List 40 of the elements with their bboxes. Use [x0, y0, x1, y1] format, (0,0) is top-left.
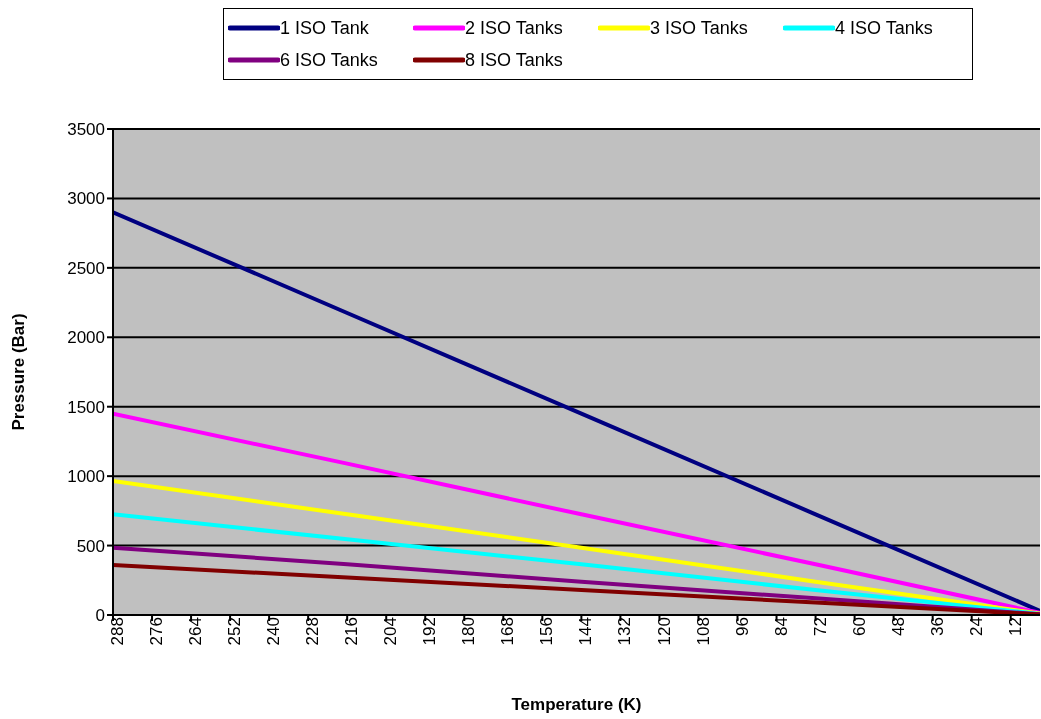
legend-label: 4 ISO Tanks	[835, 17, 933, 39]
x-tick-label: 132	[615, 617, 635, 646]
x-tick-label: 24	[966, 617, 986, 636]
x-tick-label: 144	[576, 617, 596, 646]
legend-label: 8 ISO Tanks	[465, 49, 563, 71]
x-tick-label: 204	[381, 617, 401, 646]
x-tick-label: 72	[810, 617, 830, 636]
x-tick-label: 96	[732, 617, 752, 636]
x-tick-label: 12	[1005, 617, 1025, 636]
x-tick-label: 264	[186, 617, 206, 646]
x-tick-label: 156	[537, 617, 557, 646]
y-tick-label: 1000	[67, 467, 105, 487]
y-tick-label: 500	[76, 536, 105, 556]
x-axis-title: Temperature (K)	[511, 695, 642, 714]
legend-label: 3 ISO Tanks	[650, 17, 748, 39]
x-tick-label: 108	[693, 617, 713, 646]
x-tick-label: 288	[108, 617, 128, 646]
legend-label: 6 ISO Tanks	[280, 49, 378, 71]
y-tick-label: 2000	[67, 328, 105, 348]
y-tick-label: 2500	[67, 258, 105, 278]
x-tick-label: 240	[264, 617, 284, 646]
x-tick-label: 276	[147, 617, 167, 646]
x-tick-label: 252	[225, 617, 245, 646]
x-tick-label: 216	[342, 617, 362, 646]
y-tick-label: 3500	[67, 120, 105, 140]
x-tick-label: 168	[498, 617, 518, 646]
x-tick-label: 180	[459, 617, 479, 646]
x-tick-label: 84	[771, 617, 791, 636]
x-tick-label: 60	[849, 617, 869, 636]
legend-label: 2 ISO Tanks	[465, 17, 563, 39]
y-tick-label: 3000	[67, 189, 105, 209]
y-axis-title: Pressure (Bar)	[9, 313, 29, 431]
x-tick-label: 228	[303, 617, 323, 646]
y-tick-label: 1500	[67, 397, 105, 417]
x-tick-label: 48	[888, 617, 908, 636]
legend-label: 1 ISO Tank	[280, 17, 369, 39]
x-tick-label: 120	[654, 617, 674, 646]
y-tick-label: 0	[95, 606, 105, 626]
x-tick-label: 192	[420, 617, 440, 646]
x-tick-label: 36	[927, 617, 947, 636]
